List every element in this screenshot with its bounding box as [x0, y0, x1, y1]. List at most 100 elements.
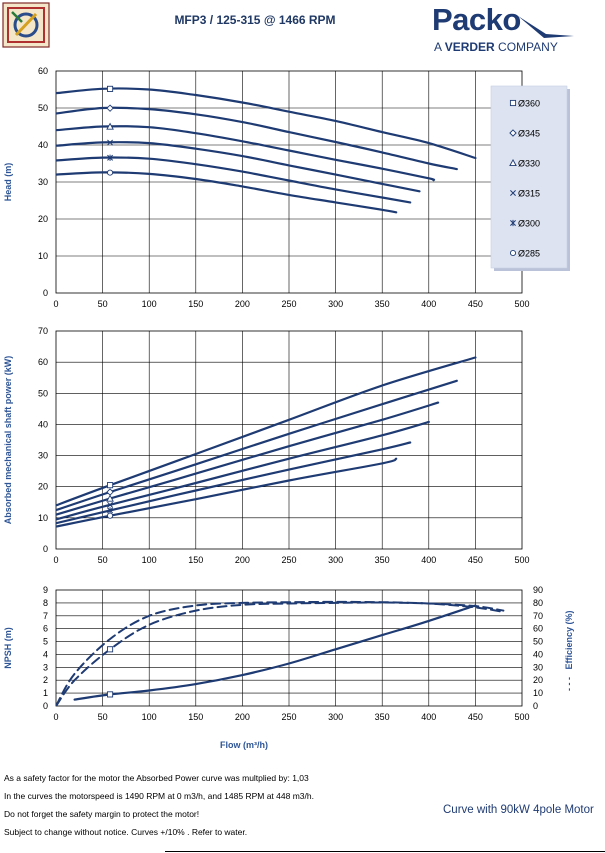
legend-label-6: Ø285 [518, 249, 540, 259]
series-marker-3 [106, 494, 114, 502]
y-tick-label: 20 [38, 214, 48, 224]
x-tick-label: 150 [188, 299, 203, 309]
y2-tick-label: 20 [533, 675, 543, 685]
x-tick-label: 300 [328, 712, 343, 722]
legend-box [490, 85, 568, 269]
y2-tick-label: 90 [533, 585, 543, 595]
company-logo [2, 2, 50, 48]
legend-marker-6 [509, 249, 517, 257]
x-axis-label: Flow (m³/h) [220, 740, 268, 750]
series-line-2 [56, 106, 458, 171]
y-tick-label: 2 [43, 675, 48, 685]
footnote-safety-margin: Do not forget the safety margin to prote… [4, 809, 200, 819]
y-tick-label: 3 [43, 662, 48, 672]
bottom-divider [165, 851, 605, 852]
series-line-6 [56, 171, 398, 214]
x-tick-label: 150 [188, 555, 203, 565]
x-tick-label: 400 [421, 555, 436, 565]
legend-marker-4 [510, 190, 516, 196]
y-tick-label: 40 [38, 419, 48, 429]
series-line-3 [56, 125, 436, 182]
y-tick-label: 50 [38, 103, 48, 113]
y2-tick-label: 10 [533, 688, 543, 698]
x-tick-label: 0 [53, 299, 58, 309]
series-marker-4-shape [107, 139, 114, 146]
legend-marker-6-shape [509, 249, 517, 257]
y-tick-label: 20 [38, 482, 48, 492]
series-marker-4 [107, 139, 114, 146]
y2-tick-label: 30 [533, 662, 543, 672]
y-tick-label: 10 [38, 513, 48, 523]
legend-marker-3-shape [509, 158, 517, 167]
x-tick-label: 350 [375, 299, 390, 309]
x-tick-label: 400 [421, 299, 436, 309]
x-tick-label: 150 [188, 712, 203, 722]
legend-marker-4-shape [510, 190, 516, 196]
legend-label-5: Ø300 [518, 219, 540, 229]
x-tick-label: 250 [281, 299, 296, 309]
y-tick-label: 7 [43, 611, 48, 621]
y-axis-label: Head (m) [3, 163, 13, 202]
chart-title: MFP3 / 125-315 @ 1466 RPM [174, 13, 336, 27]
y2-tick-label: 0 [533, 701, 538, 711]
x-tick-label: 100 [142, 555, 157, 565]
series-marker-1-shape [107, 691, 114, 698]
x-tick-label: 200 [235, 299, 250, 309]
x-tick-label: 350 [375, 712, 390, 722]
legend-marker-2 [509, 129, 517, 137]
brand-tagline: A VERDER COMPANY [434, 40, 558, 54]
y-tick-label: 10 [38, 251, 48, 261]
legend-marker-1-shape [509, 99, 517, 107]
y2-tick-label: 70 [533, 611, 543, 621]
y-tick-label: 30 [38, 177, 48, 187]
x-tick-label: 250 [281, 712, 296, 722]
y-tick-label: 8 [43, 598, 48, 608]
y-tick-label: 60 [38, 357, 48, 367]
series-marker-6 [107, 512, 114, 519]
legend-marker-5-shape [510, 219, 516, 227]
series-marker-3-shape [106, 494, 114, 502]
x-tick-label: 450 [468, 712, 483, 722]
series-marker-3 [106, 122, 114, 130]
legend-marker-1 [509, 99, 517, 107]
series-marker-2 [107, 646, 114, 653]
series-marker-5-shape [107, 507, 114, 514]
series-line-1 [73, 604, 477, 701]
y2-tick-label: 40 [533, 649, 543, 659]
footnote-safety-factor: As a safety factor for the motor the Abs… [4, 773, 309, 783]
series-marker-1 [107, 482, 114, 489]
footnote-disclaimer: Subject to change without notice. Curves… [4, 827, 248, 837]
y-tick-label: 4 [43, 649, 48, 659]
y-tick-label: 40 [38, 140, 48, 150]
y-tick-label: 60 [38, 66, 48, 76]
x-tick-label: 50 [98, 712, 108, 722]
y-tick-label: 5 [43, 637, 48, 647]
chart-2: 0 50 100 150 200 250 300 350 400 450 500 0 10 20 30 40 5… [3, 326, 530, 565]
x-tick-label: 50 [98, 555, 108, 565]
y-tick-label: 0 [43, 544, 48, 554]
series-marker-6-shape [107, 512, 114, 519]
series-line-1 [56, 87, 477, 160]
motor-note: Curve with 90kW 4pole Motor [443, 804, 594, 816]
y-tick-label: 0 [43, 701, 48, 711]
y-tick-label: 50 [38, 388, 48, 398]
brand-swoosh [518, 16, 574, 38]
legend-label-3: Ø330 [518, 159, 540, 169]
x-tick-label: 250 [281, 555, 296, 565]
brand-name: Packo [432, 2, 521, 37]
series-marker-6-shape [107, 169, 114, 176]
chart-3: 0 50 100 150 200 250 300 350 400 450 5000123456789… [3, 585, 574, 750]
series-marker-6 [107, 169, 114, 176]
y2-tick-label: 50 [533, 637, 543, 647]
series-marker-1 [107, 691, 114, 698]
x-tick-label: 100 [142, 712, 157, 722]
series-marker-2-shape [106, 104, 114, 112]
x-tick-label: 200 [235, 555, 250, 565]
legend-label-2: Ø345 [518, 129, 540, 139]
y-axis-label: NPSH (m) [3, 627, 13, 669]
series-marker-2 [106, 104, 114, 112]
series-marker-5 [107, 154, 114, 161]
x-tick-label: 0 [53, 555, 58, 565]
y2-axis-label: Efficiency (%) [564, 610, 574, 669]
